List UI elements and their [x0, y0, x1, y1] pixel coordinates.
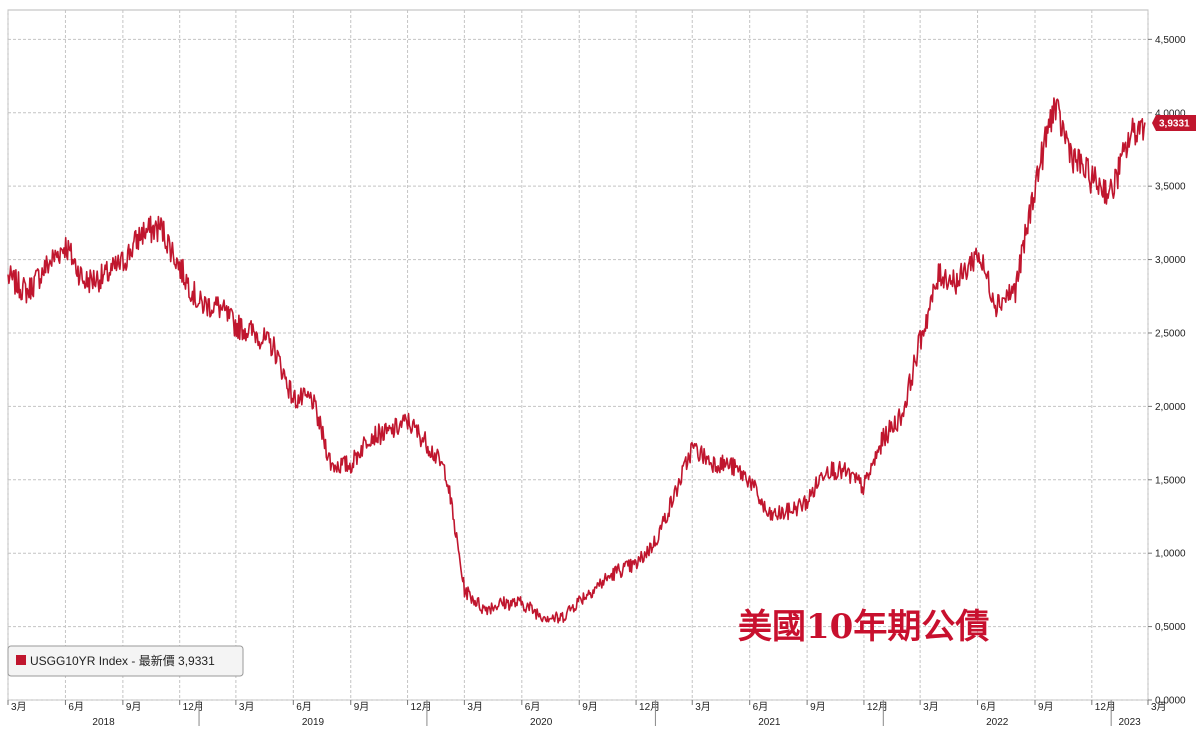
y-axis: 0,0000 0,5000 1,0000 1,5000 2,0000 2,5000 3,00… [1148, 35, 1186, 707]
x-tick-label: 9月 [810, 701, 826, 713]
x-tick-label: 3月 [1151, 701, 1167, 713]
x-tick-label: 9月 [354, 701, 370, 713]
series-line [7, 97, 1146, 624]
plot-frame [7, 9, 1149, 701]
year-label: 2022 [986, 717, 1009, 728]
x-tick-label: 9月 [1038, 701, 1054, 713]
legend[interactable]: USGG10YR Index - 最新價 3,9331 [7, 645, 244, 677]
y-tick-label: 1,0000 [1155, 549, 1186, 560]
year-label: 2020 [530, 717, 553, 728]
x-tick-label: 6月 [296, 701, 312, 713]
x-tick-label: 3月 [923, 701, 939, 713]
last-value-badge: 3,9331 [1152, 115, 1196, 132]
x-tick-label: 3月 [239, 701, 255, 713]
x-tick-label: 3月 [467, 701, 483, 713]
x-tick-label: 12月 [183, 701, 204, 713]
x-tick-label: 6月 [68, 701, 84, 713]
y-tick-label: 2,5000 [1155, 328, 1186, 339]
x-tick-label: 9月 [582, 701, 598, 713]
x-tick-label: 12月 [411, 701, 432, 713]
legend-swatch [16, 655, 26, 665]
x-tick-label: 12月 [1095, 701, 1116, 713]
year-label: 2021 [758, 717, 781, 728]
x-tick-label: 6月 [525, 701, 541, 713]
last-value-label: 3,9331 [1159, 119, 1190, 130]
chart-title: 美國10年期公債 [738, 607, 989, 647]
x-tick-label: 12月 [639, 701, 660, 713]
y-tick-label: 0,5000 [1155, 622, 1186, 633]
y-tick-label: 0,0000 [1155, 696, 1186, 707]
year-label: 2018 [92, 717, 115, 728]
y-tick-label: 4,5000 [1155, 35, 1186, 46]
year-label: 2019 [302, 717, 325, 728]
x-tick-label: 6月 [753, 701, 769, 713]
x-tick-label: 12月 [867, 701, 888, 713]
y-tick-label: 3,5000 [1155, 182, 1186, 193]
y-tick-label: 4,0000 [1155, 108, 1186, 119]
x-axis: 3月 6月 9月 12月 3月 6月 9月 12月 3月 6月 9月 12月 3月 6月 9月 12月 3月 6月… [7, 700, 1167, 728]
y-tick-label: 2,0000 [1155, 402, 1186, 413]
y-tick-label: 3,0000 [1155, 255, 1186, 266]
y-tick-label: 1,5000 [1155, 475, 1186, 486]
x-tick-label: 3月 [695, 701, 711, 713]
x-tick-label: 3月 [11, 701, 27, 713]
chart-grid [7, 9, 1149, 701]
year-label: 2023 [1118, 717, 1141, 728]
x-tick-label: 9月 [126, 701, 142, 713]
legend-label: USGG10YR Index - 最新價 3,9331 [30, 653, 215, 668]
x-tick-label: 6月 [981, 701, 997, 713]
